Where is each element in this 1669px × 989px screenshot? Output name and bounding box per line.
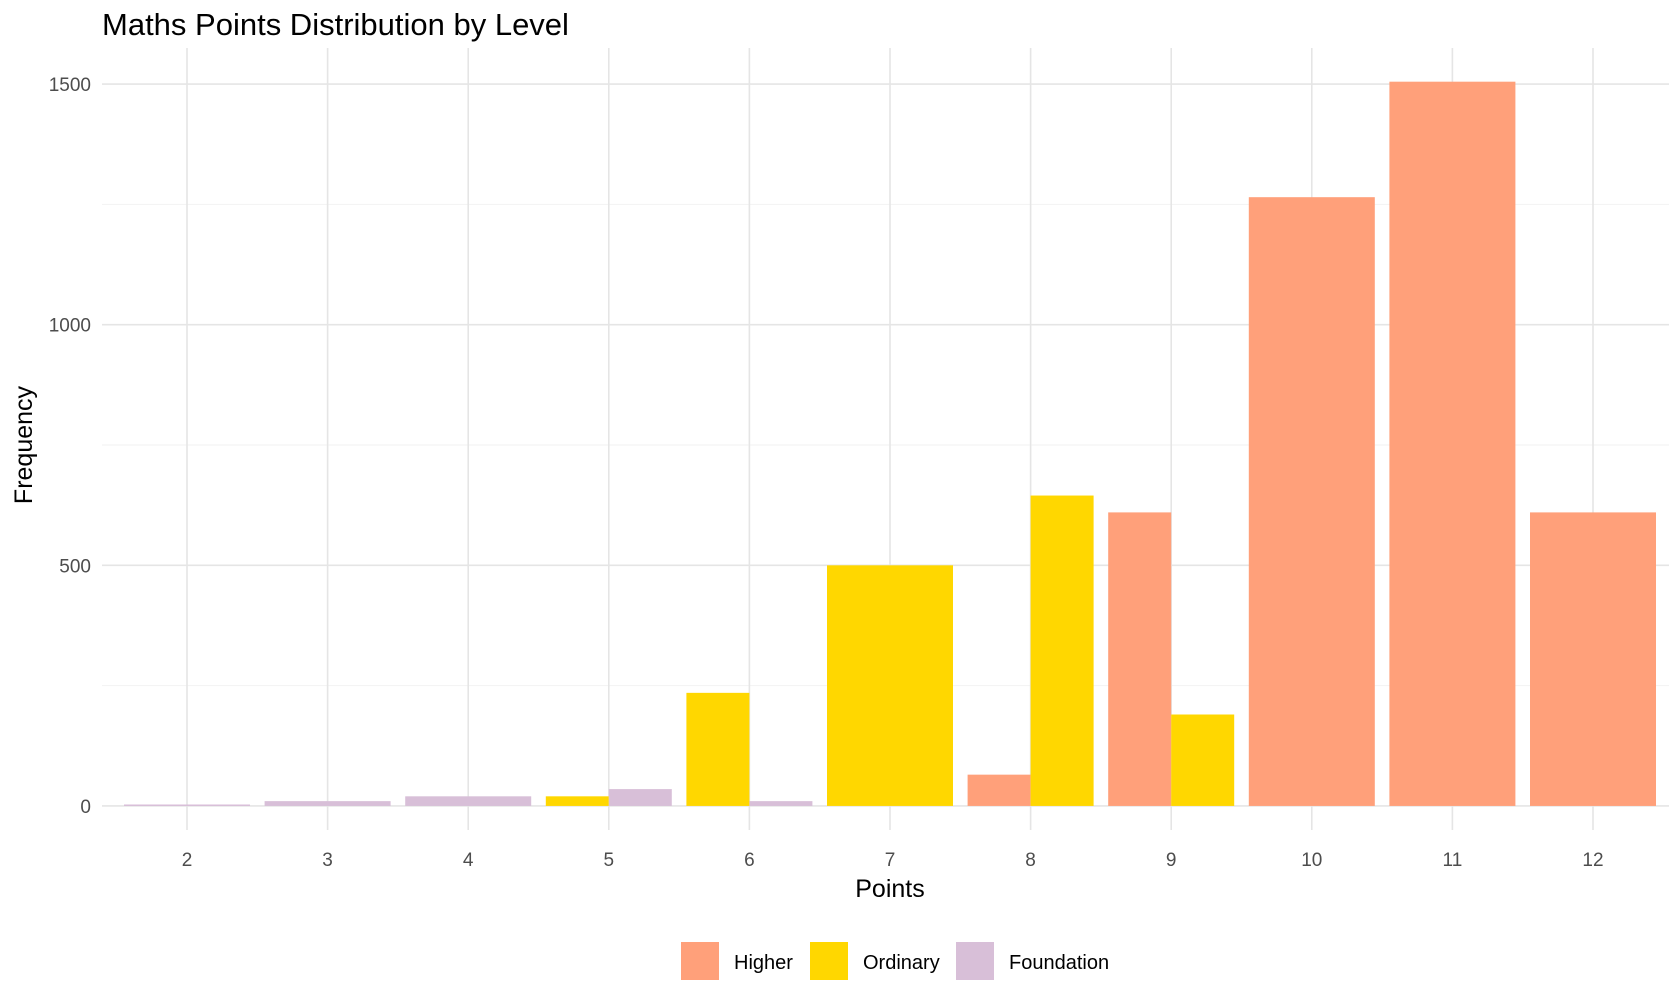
x-tick-label: 10: [1301, 850, 1322, 871]
bar-higher-10: [1248, 197, 1375, 806]
x-tick-label: 3: [322, 850, 333, 871]
x-axis-title: Points: [855, 875, 924, 903]
bar-ordinary-7: [827, 565, 953, 806]
bar-foundation-4: [405, 796, 532, 806]
bar-higher-8: [967, 774, 1031, 806]
x-tick-label: 7: [885, 850, 896, 871]
x-axis-ticks: 2 3 4 5 6 7 8 9 10 11 12: [182, 850, 1604, 871]
x-tick-label: 2: [182, 850, 193, 871]
legend-key-ordinary: [810, 942, 848, 980]
x-tick-label: 5: [604, 850, 615, 871]
bar-ordinary-9: [1171, 714, 1235, 806]
bar-higher-12: [1530, 512, 1656, 806]
y-tick-label: 0: [80, 797, 91, 818]
x-tick-label: 9: [1166, 850, 1177, 871]
bar-ordinary-6: [686, 692, 750, 806]
x-tick-label: 12: [1582, 850, 1603, 871]
y-tick-label: 500: [59, 556, 91, 577]
legend-key-higher: [681, 942, 719, 980]
y-tick-label: 1500: [49, 75, 91, 96]
bar-higher-9: [1108, 512, 1172, 806]
bar-foundation-3: [264, 801, 391, 806]
bar-foundation-2: [124, 804, 250, 806]
bar-ordinary-5: [545, 796, 609, 806]
bars: [124, 81, 1656, 806]
x-tick-label: 4: [463, 850, 474, 871]
y-tick-label: 1000: [49, 316, 91, 337]
y-axis-ticks: 0 500 1000 1500: [49, 75, 91, 818]
legend-label-foundation: Foundation: [1009, 952, 1109, 974]
bar-ordinary-8: [1030, 495, 1094, 806]
x-tick-label: 6: [744, 850, 755, 871]
y-axis-title: Frequency: [10, 385, 38, 504]
legend-label-ordinary: Ordinary: [863, 952, 940, 974]
legend: Higher Ordinary Foundation: [681, 942, 1109, 980]
bar-higher-11: [1389, 81, 1516, 806]
x-tick-label: 8: [1025, 850, 1036, 871]
chart-title: Maths Points Distribution by Level: [102, 7, 569, 42]
legend-key-foundation: [956, 942, 994, 980]
bar-foundation-6: [749, 801, 813, 806]
legend-label-higher: Higher: [734, 952, 793, 974]
x-tick-label: 11: [1443, 850, 1463, 871]
bar-foundation-5: [608, 789, 672, 806]
